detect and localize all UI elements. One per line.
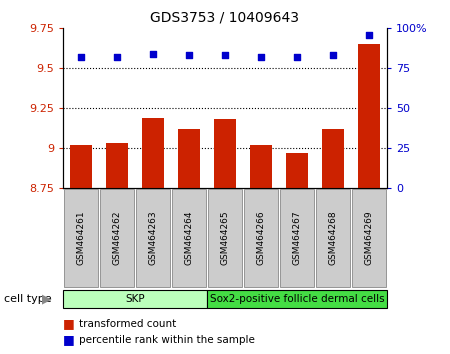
Point — [185, 53, 193, 58]
Text: Sox2-positive follicle dermal cells: Sox2-positive follicle dermal cells — [210, 294, 384, 304]
Text: GDS3753 / 10409643: GDS3753 / 10409643 — [150, 11, 300, 25]
Point — [257, 54, 265, 60]
Text: GSM464265: GSM464265 — [220, 211, 230, 266]
Text: GSM464263: GSM464263 — [148, 211, 157, 266]
Text: SKP: SKP — [125, 294, 145, 304]
Bar — [142, 118, 164, 188]
Bar — [358, 44, 380, 188]
Text: GSM464261: GSM464261 — [76, 211, 86, 266]
Point — [221, 53, 229, 58]
Text: GSM464266: GSM464266 — [256, 211, 266, 266]
Text: GSM464268: GSM464268 — [328, 211, 338, 266]
Text: ■: ■ — [63, 318, 75, 330]
Point — [329, 53, 337, 58]
Bar — [106, 143, 128, 188]
Bar — [286, 153, 308, 188]
Text: GSM464262: GSM464262 — [112, 211, 122, 265]
Point — [113, 54, 121, 60]
Text: ■: ■ — [63, 333, 75, 346]
Bar — [322, 129, 344, 188]
Text: transformed count: transformed count — [79, 319, 176, 329]
Bar — [214, 119, 236, 188]
Bar — [70, 144, 92, 188]
Text: GSM464269: GSM464269 — [364, 211, 373, 266]
Text: percentile rank within the sample: percentile rank within the sample — [79, 335, 255, 345]
Text: GSM464267: GSM464267 — [292, 211, 302, 266]
Text: ▶: ▶ — [42, 293, 52, 306]
Text: GSM464264: GSM464264 — [184, 211, 194, 265]
Bar — [250, 144, 272, 188]
Text: cell type: cell type — [4, 294, 52, 304]
Bar — [178, 129, 200, 188]
Point — [293, 54, 301, 60]
Point — [77, 54, 85, 60]
Point — [365, 32, 373, 38]
Point — [149, 51, 157, 57]
